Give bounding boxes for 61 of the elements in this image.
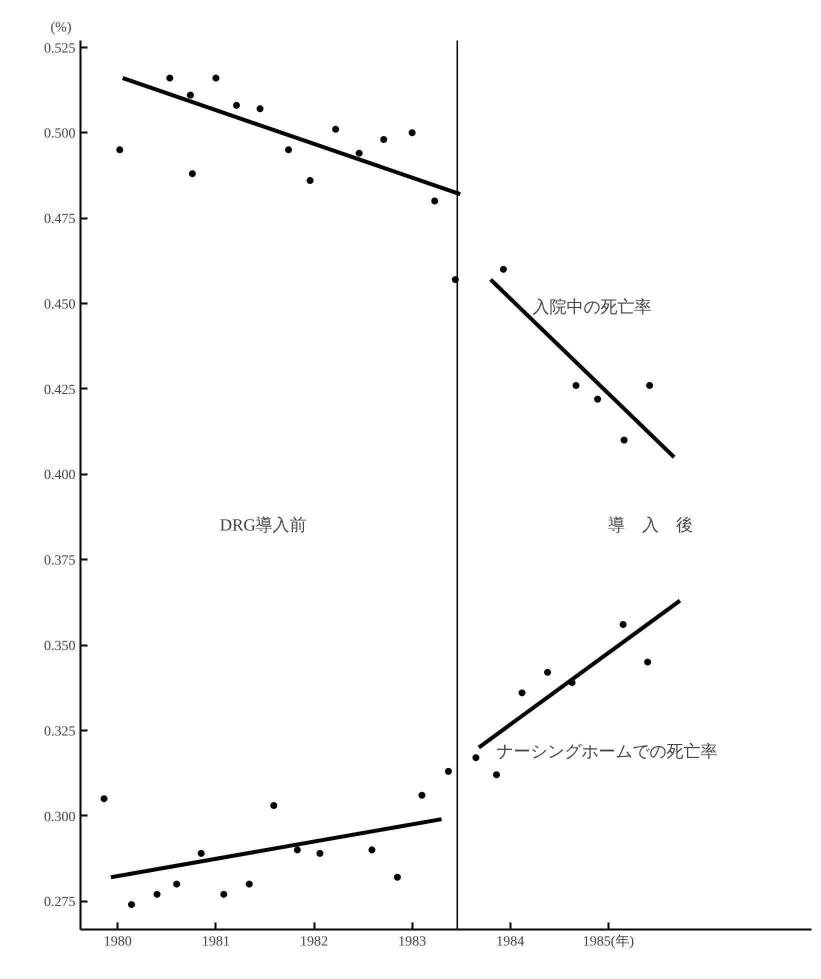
point: [332, 126, 340, 133]
y-tick-label: 0.325: [44, 724, 76, 740]
x-tick-label: 1982: [300, 934, 328, 950]
point: [646, 382, 654, 389]
point: [188, 170, 196, 178]
y-tick-label: 0.450: [44, 297, 76, 312]
point: [220, 890, 228, 898]
point: [173, 880, 180, 888]
point: [316, 850, 324, 857]
x-tick-label: 1985(年): [582, 934, 634, 950]
point: [620, 436, 628, 444]
y-tick-label: 0.525: [44, 41, 76, 56]
point: [166, 74, 174, 82]
annotation: 導 入 後: [608, 516, 694, 535]
y-tick-label: 0.275: [44, 895, 76, 910]
annotation: DRG導入前: [220, 516, 307, 535]
point: [518, 689, 526, 696]
x-tick-label: 1981: [202, 934, 230, 950]
point: [198, 850, 205, 857]
annotation: 入院中の死亡率: [532, 298, 652, 317]
point: [620, 621, 627, 628]
point: [285, 146, 292, 154]
annotation: ナーシングホームでの死亡率: [496, 742, 718, 762]
y-axis-title: (%): [50, 20, 72, 36]
point: [154, 890, 161, 898]
x-tick-label: 1980: [104, 934, 132, 950]
point: [212, 74, 220, 82]
y-tick-label: 0.350: [44, 639, 76, 654]
point: [186, 92, 194, 99]
y-tick-label: 0.475: [44, 212, 76, 228]
point: [233, 102, 240, 109]
point: [368, 846, 376, 854]
point: [500, 266, 507, 273]
point: [544, 668, 552, 676]
point: [256, 105, 264, 112]
point: [408, 129, 416, 136]
point: [270, 802, 278, 810]
point: [128, 901, 136, 908]
y-tick-label: 0.300: [44, 810, 76, 825]
point: [644, 658, 652, 666]
point: [431, 198, 438, 205]
point: [306, 177, 314, 184]
y-tick-label: 0.375: [44, 554, 76, 569]
point: [246, 880, 253, 888]
point: [418, 792, 426, 799]
point: [594, 396, 602, 403]
point: [394, 874, 401, 881]
point: [472, 754, 480, 762]
x-tick-label: 1983: [398, 934, 426, 950]
point: [493, 771, 500, 778]
y-tick-label: 0.425: [44, 382, 76, 398]
y-tick-label: 0.500: [44, 126, 76, 142]
point: [100, 795, 108, 802]
x-tick-label: 1984: [496, 934, 524, 950]
point: [572, 382, 580, 389]
point: [294, 846, 301, 854]
point: [444, 768, 452, 775]
point: [356, 150, 363, 157]
point: [116, 146, 124, 154]
point: [380, 136, 388, 144]
y-tick-label: 0.400: [44, 468, 76, 484]
